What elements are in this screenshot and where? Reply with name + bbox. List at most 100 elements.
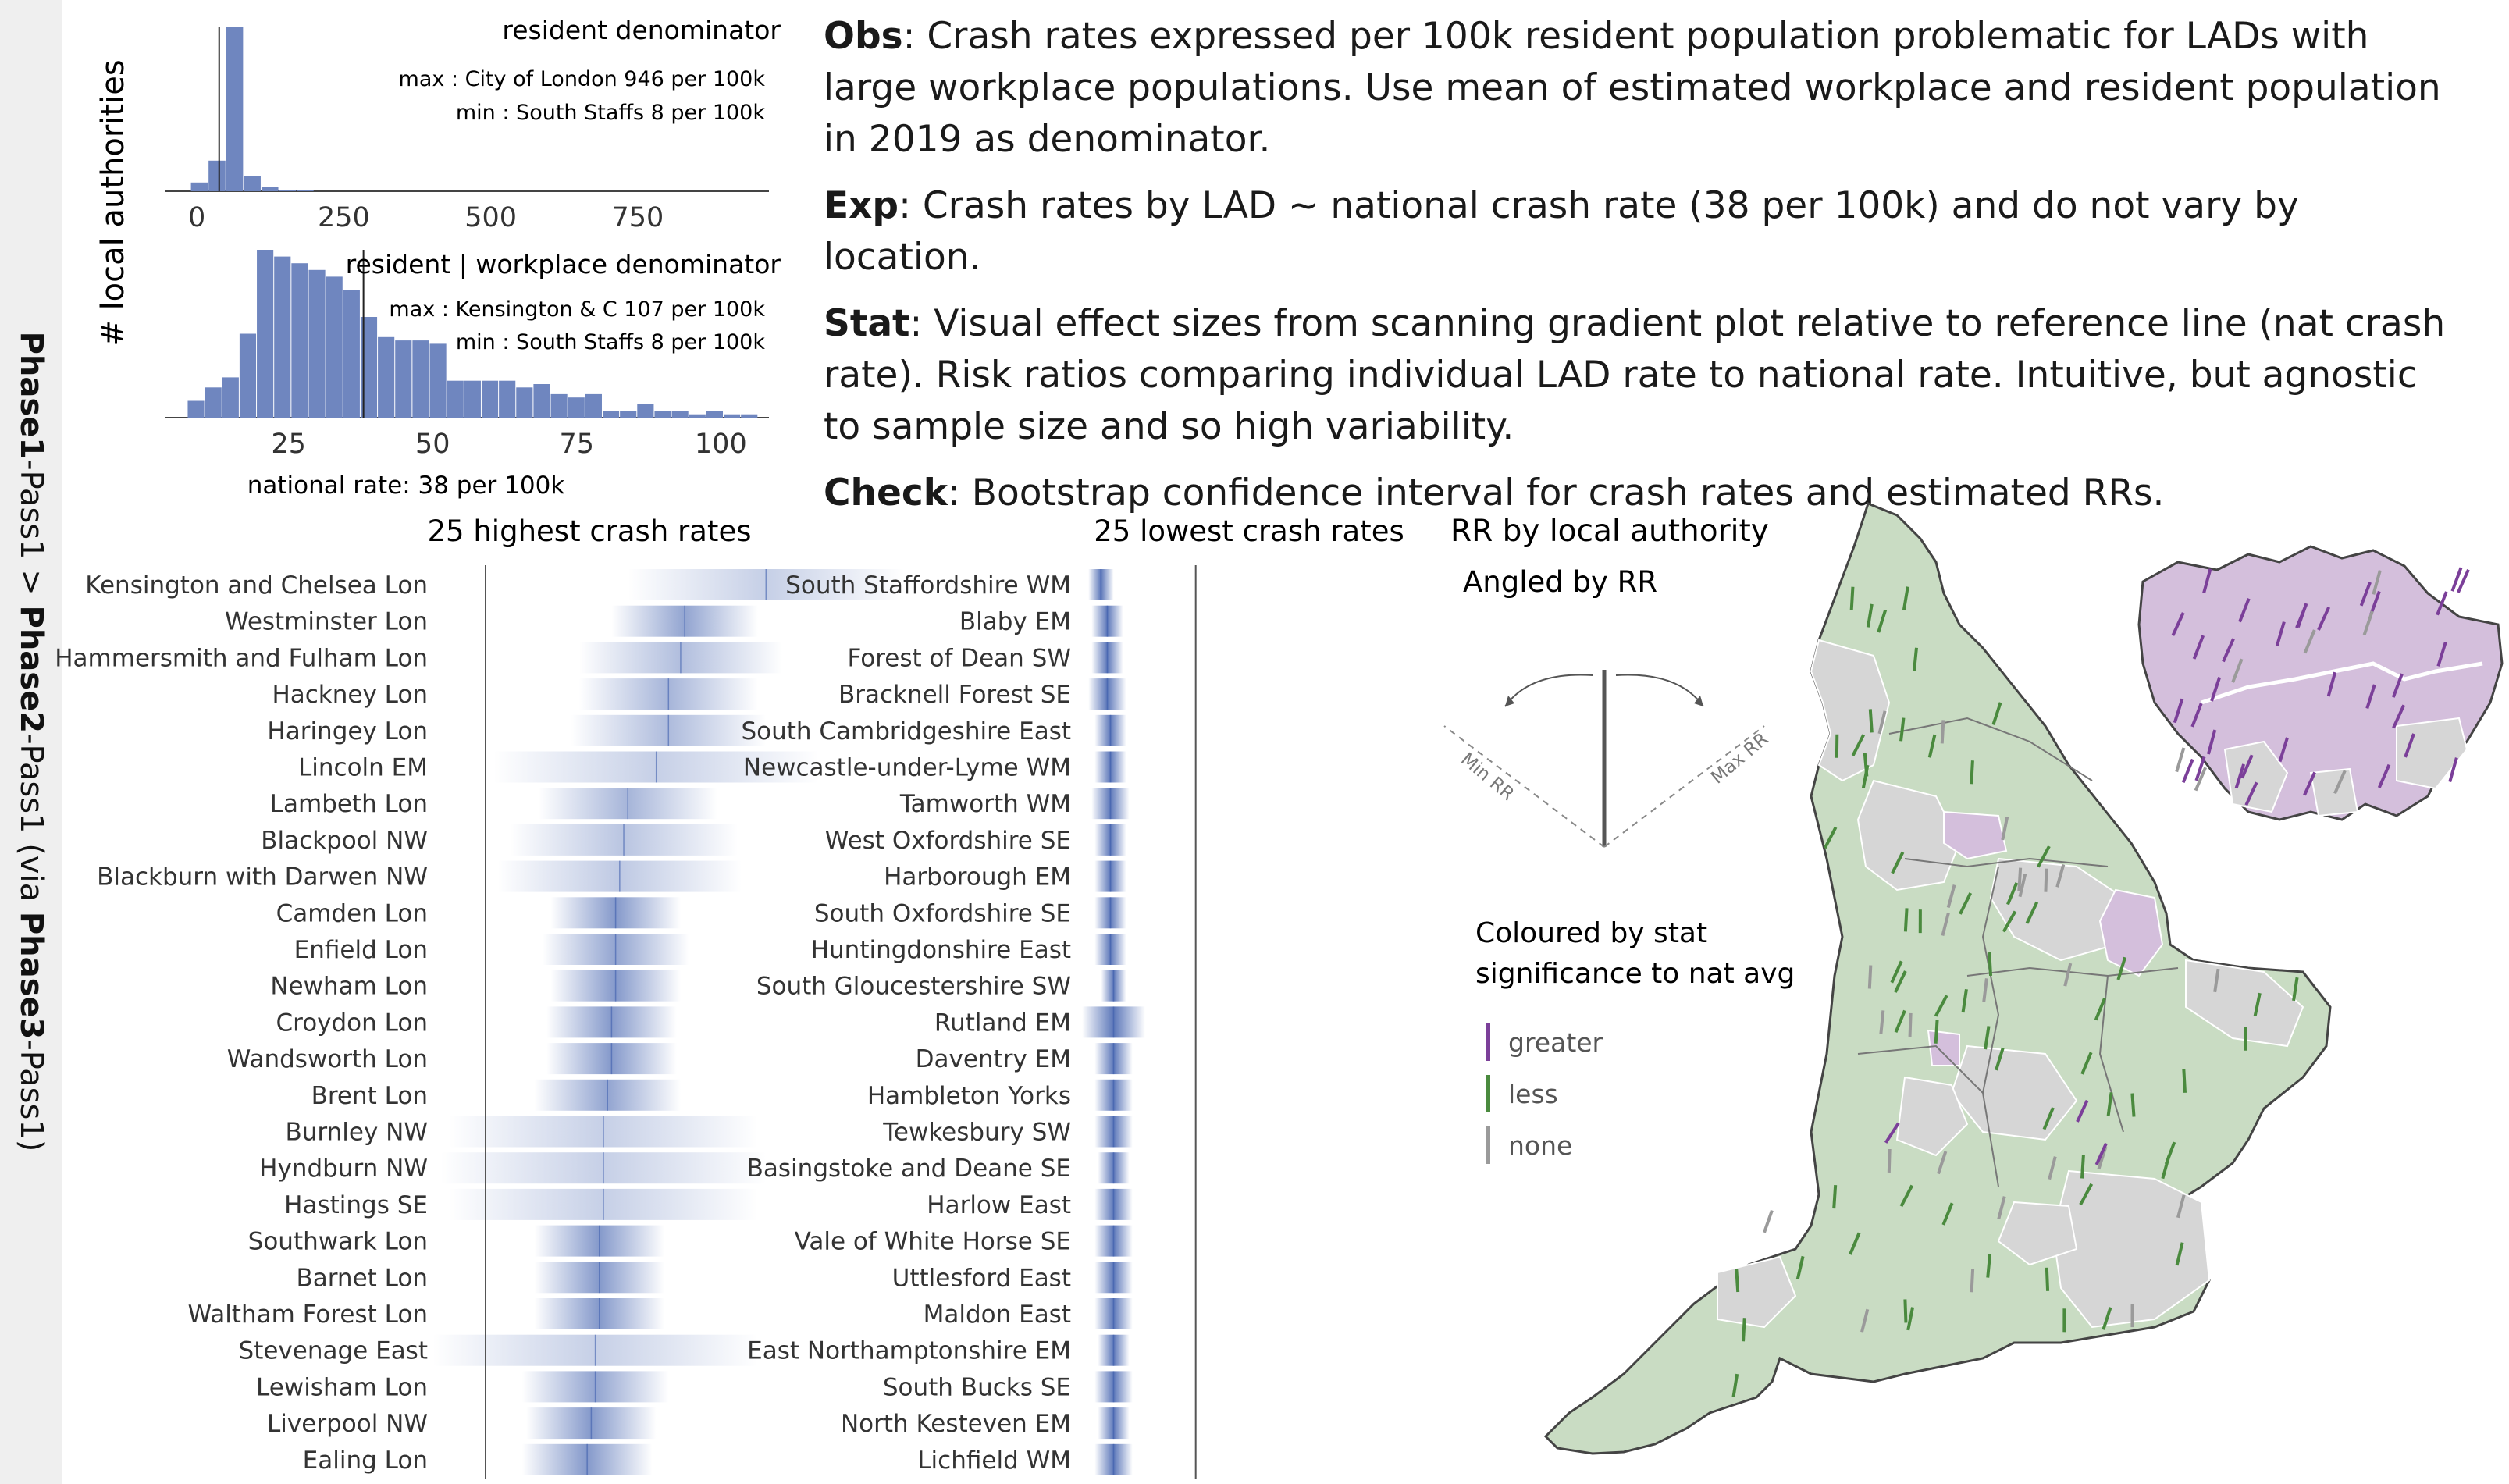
rr-glyph <box>2450 567 2463 592</box>
rr-glyph <box>2333 770 2347 795</box>
rr-glyph <box>2278 737 2289 763</box>
rr-glyph <box>1867 965 1873 989</box>
rr-glyph <box>2253 992 2262 1016</box>
note-check: Check: Bootstrap confidence interval for… <box>824 468 2463 519</box>
rr-glyph <box>1863 753 1869 777</box>
region-none <box>1895 1076 1969 1157</box>
hist-bar <box>568 397 585 418</box>
hist-bar <box>689 414 706 418</box>
rr-glyph <box>2173 698 2184 724</box>
rr-glyph <box>2175 1242 2184 1266</box>
note-key: Stat <box>824 302 910 345</box>
row-label: Maldon East <box>924 1301 1071 1329</box>
hist-bar <box>671 411 689 418</box>
row-label: Bracknell Forest SE <box>838 681 1071 709</box>
hist-bar <box>297 190 314 191</box>
rr-glyph <box>2045 1267 2050 1291</box>
rr-glyph <box>1884 1122 1900 1144</box>
note-key: Check <box>824 472 948 514</box>
row-label: Lincoln EM <box>298 754 428 782</box>
rr-map: RR by local authority Angled by RR Min R… <box>1443 502 2504 1455</box>
hist-bar <box>291 263 308 418</box>
highest-title: 25 highest crash rates <box>428 514 752 548</box>
rr-glyph <box>1970 760 1974 785</box>
hist-bar <box>395 340 412 418</box>
rr-glyph <box>2182 1069 2187 1093</box>
hist2-max: max : Kensington & C 107 per 100k <box>389 297 765 322</box>
hist-bar <box>602 411 620 418</box>
rr-glyph <box>1890 960 1903 984</box>
row-label: Blackburn with Darwen NW <box>97 863 428 891</box>
rr-glyphs <box>1731 567 2470 1398</box>
rr-glyph <box>1995 1047 2005 1071</box>
hist-bar <box>637 404 654 418</box>
rr-glyph <box>1735 1268 1740 1293</box>
legend-label: greater <box>1508 1027 1603 1058</box>
hist-bar <box>205 387 222 418</box>
rr-glyph <box>2436 642 2447 667</box>
hist-bar <box>533 384 550 418</box>
rr-glyph <box>2295 603 2308 629</box>
rr-glyph <box>2076 1099 2089 1123</box>
rr-glyph <box>2017 867 2023 891</box>
rr-glyph <box>2106 1092 2113 1116</box>
map-title: RR by local authority <box>1450 514 1769 549</box>
rr-glyph <box>1986 1254 1992 1278</box>
rr-glyph <box>1849 1232 1861 1255</box>
rr-glyph <box>2369 590 2381 616</box>
hist-bar <box>187 400 205 418</box>
note-text: : Crash rates by LAD ~ national crash ra… <box>824 184 2299 279</box>
row-label: Blaby EM <box>959 608 1071 636</box>
histogram-resident: resident denominator max : City of Londo… <box>165 15 781 233</box>
rr-glyph <box>2377 763 2391 788</box>
row-label: Rutland EM <box>934 1009 1071 1037</box>
row-label: Lichfield WM <box>917 1447 1071 1475</box>
tick-label: 750 <box>611 202 664 233</box>
hist2-min: min : South Staffs 8 per 100k <box>456 330 765 354</box>
histogram-resident-workplace: resident | workplace denominator max : K… <box>165 249 781 500</box>
rr-glyph <box>1866 603 1874 628</box>
rr-glyph <box>1984 1026 1991 1050</box>
gradient-plot-lowest: 25 lowest crash rates South Staffordshir… <box>741 514 1404 1479</box>
rr-glyph <box>1903 1299 1908 1323</box>
row-label: Tewkesbury SW <box>882 1119 1071 1147</box>
hist-bar <box>257 250 274 418</box>
row-label: Enfield Lon <box>294 936 428 964</box>
hist-bar <box>239 333 257 418</box>
dial-min-label: Min RR <box>1457 749 1518 805</box>
rr-glyph <box>1902 586 1909 610</box>
rr-glyph <box>1982 978 1988 1002</box>
sidebar: Phase1-Pass1 > Phase2-Pass1 (via Phase3-… <box>0 0 62 1484</box>
rr-glyph <box>1912 647 1918 671</box>
rr-glyph <box>2303 771 2316 796</box>
rr-glyph <box>2006 882 2019 906</box>
rr-glyph <box>1899 1184 1914 1208</box>
row-label: Ealing Lon <box>303 1447 428 1475</box>
rr-glyph <box>2175 747 2186 773</box>
rr-glyph <box>1934 1020 1939 1044</box>
rr-glyph <box>2055 863 2066 888</box>
rr-glyph <box>1934 995 1948 1017</box>
rr-glyph <box>2194 756 2206 781</box>
lowest-title: 25 lowest crash rates <box>1094 514 1404 548</box>
row-label: Lambeth Lon <box>270 790 428 818</box>
hist-bar <box>516 387 533 418</box>
rr-glyph <box>2275 621 2286 646</box>
hist-bar <box>222 377 239 418</box>
row-label: Daventry EM <box>916 1045 1071 1073</box>
rr-glyph <box>2222 638 2235 663</box>
rr-glyph <box>1731 1373 1739 1398</box>
rr-glyph <box>2194 767 2208 792</box>
dial-max-label: Max RR <box>1707 729 1772 788</box>
note-text: : Crash rates expressed per 100k residen… <box>824 15 2441 161</box>
rr-glyph <box>2292 977 2299 1002</box>
rr-glyph <box>2192 635 2205 660</box>
rr-glyph <box>1894 970 1907 993</box>
hist-ylabel: # local authorities <box>95 59 131 346</box>
hist-bar <box>724 414 741 418</box>
hist-bar <box>429 343 447 418</box>
row-label: Burnley NW <box>286 1119 429 1147</box>
rr-glyph <box>2002 910 2017 933</box>
region-greater <box>2098 888 2164 977</box>
rr-glyph <box>1927 734 1937 758</box>
